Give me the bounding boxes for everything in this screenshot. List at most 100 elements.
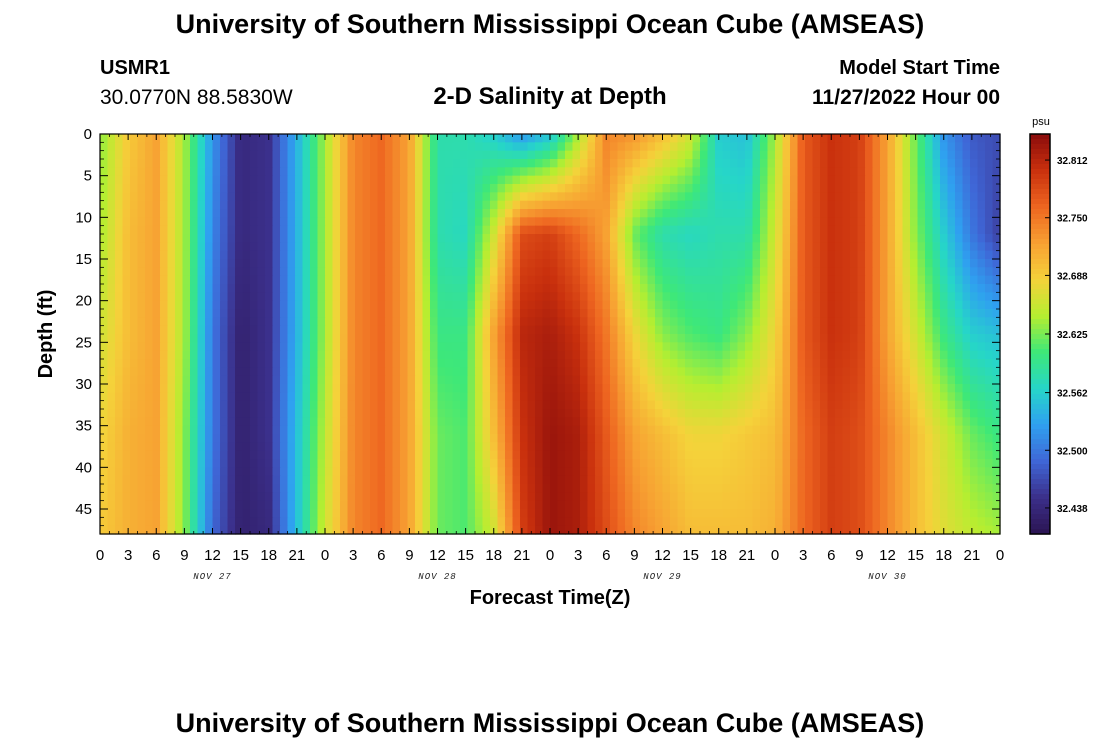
- heatmap-cell: [460, 400, 469, 410]
- heatmap-cell: [422, 309, 431, 318]
- heatmap-cell: [520, 167, 529, 177]
- heatmap-cell: [310, 350, 319, 360]
- heatmap-cell: [850, 317, 859, 327]
- heatmap-cell: [865, 134, 874, 143]
- heatmap-cell: [910, 300, 919, 310]
- heatmap-cell: [572, 459, 581, 468]
- heatmap-cell: [977, 359, 986, 368]
- heatmap-cell: [640, 467, 649, 477]
- heatmap-cell: [512, 267, 521, 277]
- heatmap-cell: [955, 192, 964, 202]
- heatmap-cell: [265, 234, 274, 243]
- heatmap-cell: [730, 275, 739, 285]
- heatmap-cell: [557, 250, 566, 260]
- heatmap-cell: [610, 259, 619, 268]
- heatmap-cell: [475, 225, 484, 235]
- heatmap-cell: [302, 350, 311, 360]
- heatmap-cell: [475, 417, 484, 427]
- heatmap-cell: [572, 142, 581, 152]
- heatmap-cell: [190, 250, 199, 260]
- heatmap-cell: [317, 400, 326, 410]
- heatmap-cell: [782, 400, 791, 410]
- heatmap-cell: [160, 242, 169, 252]
- heatmap-cell: [632, 425, 641, 435]
- heatmap-cell: [857, 384, 866, 393]
- heatmap-cell: [955, 425, 964, 435]
- heatmap-cell: [572, 209, 581, 218]
- heatmap-cell: [542, 192, 551, 202]
- heatmap-cell: [227, 242, 236, 252]
- heatmap-cell: [220, 450, 229, 460]
- heatmap-cell: [400, 275, 409, 285]
- heatmap-cell: [782, 134, 791, 143]
- heatmap-cell: [182, 325, 191, 335]
- heatmap-cell: [940, 409, 949, 418]
- heatmap-cell: [632, 167, 641, 177]
- heatmap-cell: [347, 350, 356, 360]
- heatmap-cell: [797, 434, 806, 443]
- heatmap-cell: [445, 300, 454, 310]
- heatmap-cell: [542, 309, 551, 318]
- heatmap-cell: [775, 217, 784, 227]
- heatmap-cell: [347, 475, 356, 485]
- heatmap-cell: [445, 467, 454, 477]
- heatmap-cell: [610, 317, 619, 327]
- heatmap-cell: [595, 325, 604, 335]
- heatmap-cell: [137, 342, 146, 352]
- heatmap-cell: [152, 342, 161, 352]
- heatmap-cell: [115, 375, 124, 385]
- heatmap-cell: [265, 175, 274, 185]
- heatmap-cell: [370, 175, 379, 185]
- heatmap-cell: [107, 367, 116, 377]
- heatmap-cell: [347, 192, 356, 202]
- heatmap-cell: [752, 159, 761, 168]
- heatmap-cell: [242, 217, 251, 227]
- heatmap-cell: [370, 467, 379, 477]
- heatmap-cell: [377, 150, 386, 160]
- heatmap-cell: [287, 459, 296, 468]
- heatmap-cell: [700, 175, 709, 185]
- heatmap-cell: [385, 300, 394, 310]
- heatmap-cell: [760, 192, 769, 202]
- heatmap-cell: [452, 425, 461, 435]
- heatmap-cell: [737, 292, 746, 302]
- heatmap-cell: [670, 425, 679, 435]
- heatmap-cell: [242, 384, 251, 393]
- heatmap-cell: [602, 434, 611, 443]
- heatmap-cell: [812, 292, 821, 302]
- heatmap-cell: [632, 325, 641, 335]
- heatmap-cell: [340, 300, 349, 310]
- heatmap-cell: [205, 200, 214, 210]
- heatmap-cell: [730, 425, 739, 435]
- heatmap-cell: [385, 267, 394, 277]
- heatmap-cell: [647, 209, 656, 218]
- heatmap-cell: [835, 434, 844, 443]
- heatmap-cell: [617, 309, 626, 318]
- heatmap-cell: [347, 334, 356, 343]
- heatmap-cell: [302, 342, 311, 352]
- heatmap-cell: [895, 459, 904, 468]
- heatmap-cell: [212, 250, 221, 260]
- heatmap-cell: [122, 142, 131, 152]
- heatmap-cell: [932, 434, 941, 443]
- heatmap-cell: [355, 134, 364, 143]
- heatmap-cell: [527, 425, 536, 435]
- heatmap-cell: [377, 434, 386, 443]
- heatmap-cell: [370, 275, 379, 285]
- heatmap-cell: [670, 300, 679, 310]
- heatmap-cell: [775, 409, 784, 418]
- heatmap-cell: [407, 450, 416, 460]
- heatmap-cell: [182, 284, 191, 293]
- heatmap-cell: [107, 259, 116, 268]
- heatmap-cell: [557, 475, 566, 485]
- heatmap-cell: [205, 250, 214, 260]
- heatmap-cell: [430, 375, 439, 385]
- heatmap-cell: [355, 459, 364, 468]
- heatmap-cell: [310, 475, 319, 485]
- heatmap-cell: [685, 417, 694, 427]
- heatmap-cell: [842, 250, 851, 260]
- heatmap-cell: [970, 209, 979, 218]
- heatmap-cell: [767, 309, 776, 318]
- heatmap-cell: [932, 284, 941, 293]
- heatmap-cell: [640, 450, 649, 460]
